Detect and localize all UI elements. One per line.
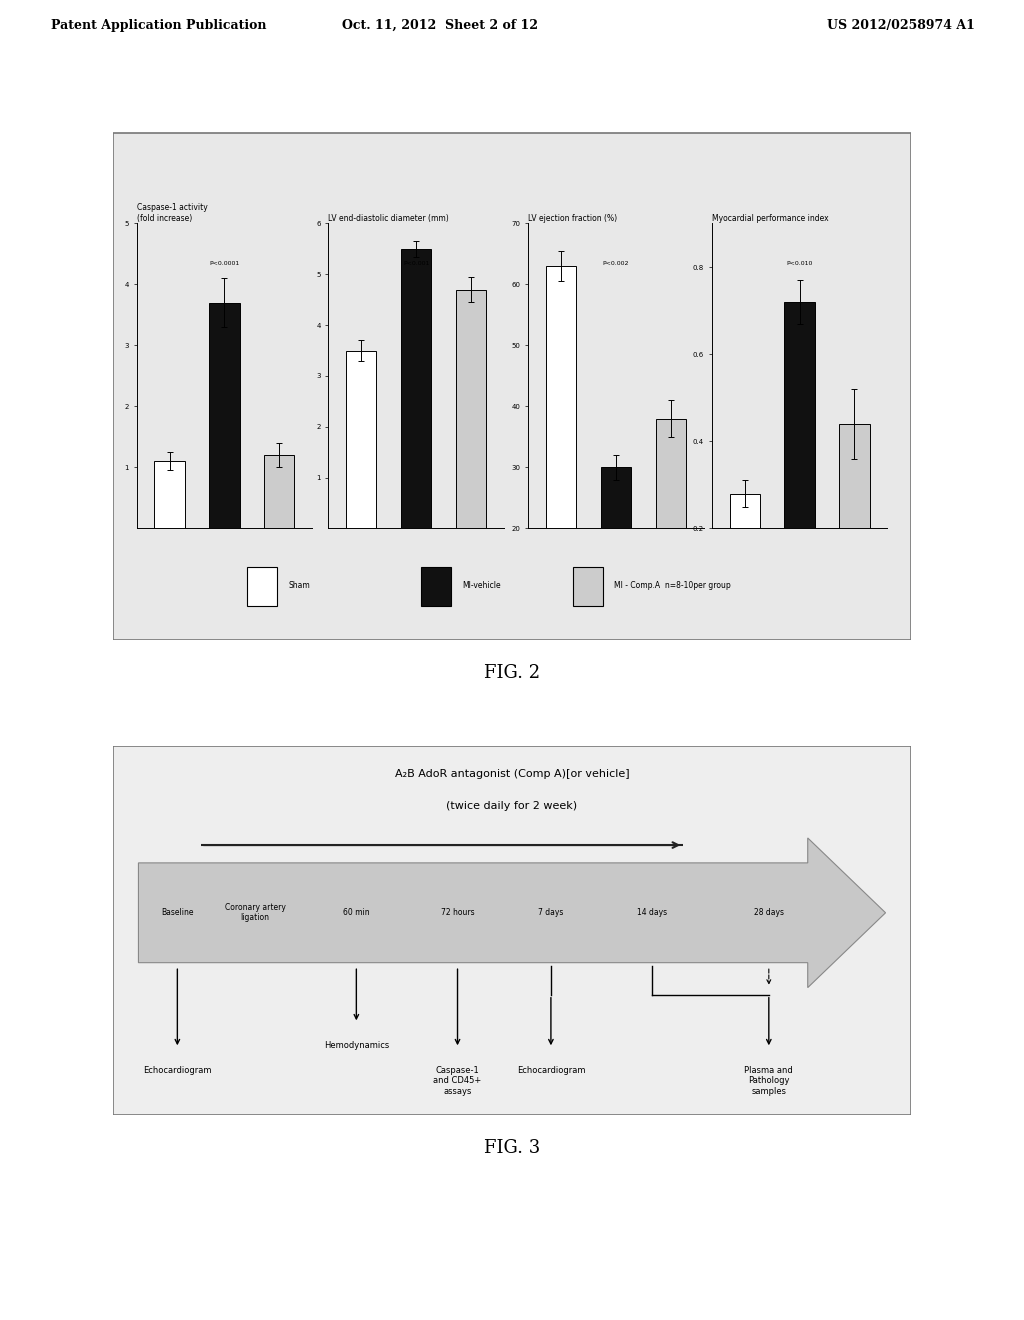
Text: FIG. 2: FIG. 2 [484, 664, 540, 682]
Text: P<0.0001: P<0.0001 [209, 260, 240, 265]
Bar [840, 424, 869, 615]
Bar [209, 302, 240, 528]
Text: Patent Application Publication: Patent Application Publication [51, 18, 266, 32]
FancyBboxPatch shape [114, 132, 910, 640]
Text: 60 min: 60 min [343, 908, 370, 917]
Text: Echocardiogram: Echocardiogram [517, 1067, 585, 1074]
Text: Coronary artery
ligation: Coronary artery ligation [224, 903, 286, 923]
Polygon shape [138, 838, 886, 987]
Bar [729, 494, 760, 615]
Text: 72 hours: 72 hours [440, 908, 474, 917]
Text: Hemodynamics: Hemodynamics [324, 1041, 389, 1051]
Bar [601, 467, 631, 651]
Text: Caspase-1 activity
(fold increase): Caspase-1 activity (fold increase) [136, 203, 207, 223]
FancyBboxPatch shape [572, 566, 603, 606]
Bar [346, 351, 377, 528]
FancyBboxPatch shape [421, 566, 452, 606]
Text: Oct. 11, 2012  Sheet 2 of 12: Oct. 11, 2012 Sheet 2 of 12 [342, 18, 539, 32]
Text: FIG. 3: FIG. 3 [484, 1139, 540, 1158]
Bar [456, 289, 486, 528]
Text: 28 days: 28 days [754, 908, 783, 917]
Text: P<0.010: P<0.010 [786, 260, 813, 265]
Text: MI - Comp.A  n=8-10per group: MI - Comp.A n=8-10per group [614, 581, 731, 590]
Text: MI-vehicle: MI-vehicle [463, 581, 502, 590]
Text: Echocardiogram: Echocardiogram [143, 1067, 212, 1074]
Bar [155, 461, 184, 528]
Bar [401, 249, 431, 528]
Bar [655, 418, 686, 651]
Text: LV end-diastolic diameter (mm): LV end-diastolic diameter (mm) [329, 214, 450, 223]
Text: Myocardial performance index: Myocardial performance index [712, 214, 828, 223]
Text: 7 days: 7 days [539, 908, 563, 917]
Text: P<0.001: P<0.001 [403, 260, 429, 265]
Text: Baseline: Baseline [161, 908, 194, 917]
Bar [784, 302, 815, 615]
Text: Sham: Sham [289, 581, 310, 590]
Text: P<0.002: P<0.002 [602, 260, 629, 265]
Text: 14 days: 14 days [637, 908, 668, 917]
Bar [546, 267, 577, 651]
FancyBboxPatch shape [247, 566, 278, 606]
FancyBboxPatch shape [114, 746, 910, 1115]
Text: US 2012/0258974 A1: US 2012/0258974 A1 [827, 18, 975, 32]
Text: Plasma and
Pathology
samples: Plasma and Pathology samples [744, 1067, 794, 1096]
Text: (twice daily for 2 week): (twice daily for 2 week) [446, 801, 578, 810]
Text: LV ejection fraction (%): LV ejection fraction (%) [528, 214, 617, 223]
Text: A₂B AdoR antagonist (Comp A)[or vehicle]: A₂B AdoR antagonist (Comp A)[or vehicle] [394, 768, 630, 779]
Text: Caspase-1
and CD45+
assays: Caspase-1 and CD45+ assays [433, 1067, 481, 1096]
Bar [264, 455, 295, 528]
